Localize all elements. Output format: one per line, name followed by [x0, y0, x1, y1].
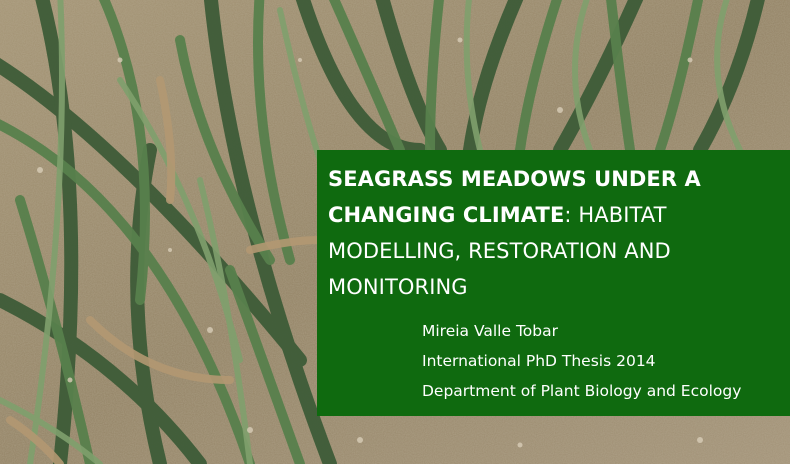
title-panel: SEAGRASS MEADOWS UNDER A CHANGING CLIMAT…: [317, 150, 790, 416]
department-name: Department of Plant Biology and Ecology: [422, 382, 742, 400]
thesis-title-bold: SEAGRASS MEADOWS UNDER A CHANGING CLIMAT…: [328, 167, 701, 227]
author-name: Mireia Valle Tobar: [422, 322, 558, 340]
thesis-type: International PhD Thesis 2014: [422, 352, 656, 370]
thesis-title-rest: : HABITAT MODELLING, RESTORATION AND MON…: [328, 203, 671, 299]
thesis-title: SEAGRASS MEADOWS UNDER A CHANGING CLIMAT…: [328, 161, 786, 305]
credits: Mireia Valle Tobar International PhD The…: [422, 316, 782, 406]
